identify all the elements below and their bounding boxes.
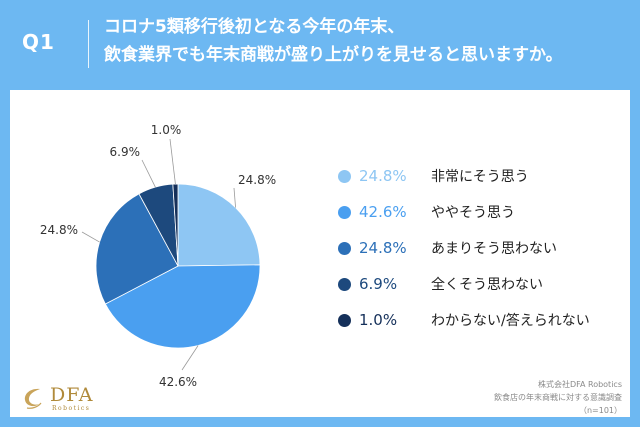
pie-slices xyxy=(95,183,261,349)
question-line-2: 飲食業界でも年末商戦が盛り上がりを見せると思いますか。 xyxy=(104,45,563,65)
slice-value-label: 24.8% xyxy=(238,173,276,187)
legend-item: 42.6% ややそう思う xyxy=(338,202,628,222)
legend-label: 全くそう思わない xyxy=(431,277,543,293)
source-company: 株式会社DFA Robotics xyxy=(537,380,622,389)
leader-lines xyxy=(81,138,236,371)
leader-line xyxy=(141,159,156,188)
legend-swatch xyxy=(338,205,351,219)
logo-swirl-icon xyxy=(24,388,42,409)
question-line-1: コロナ5類移行後初となる今年の年末、 xyxy=(104,17,405,37)
dfa-logo: DFA Robotics xyxy=(22,382,132,416)
slice-value-label: 24.8% xyxy=(40,223,78,237)
legend-percent: 24.8% xyxy=(359,167,407,185)
leader-line xyxy=(169,138,176,185)
question-number: Q1 xyxy=(22,30,55,54)
pie-slice xyxy=(104,264,261,349)
legend-label: わからない/答えられない xyxy=(431,313,590,329)
leader-line xyxy=(181,345,199,371)
legend-percent: 24.8% xyxy=(359,239,407,257)
legend-swatch xyxy=(338,277,351,291)
legend-label: ややそう思う xyxy=(431,205,515,221)
pie-slice xyxy=(177,183,261,267)
logo-wordmark: DFA xyxy=(50,384,94,406)
slice-labels: 24.8% 42.6% 24.8% 6.9% 1.0% xyxy=(40,123,276,389)
header-divider xyxy=(88,20,89,68)
legend-label: 非常にそう思う xyxy=(431,169,529,185)
logo-subtext: Robotics xyxy=(52,405,91,412)
leader-line xyxy=(233,187,236,208)
legend-swatch xyxy=(338,169,351,183)
question-text: コロナ5類移行後初となる今年の年末、 飲食業界でも年末商戦が盛り上がりを見せると… xyxy=(104,13,634,69)
chart-legend: 24.8% 非常にそう思う 42.6% ややそう思う 24.8% あまりそう思わない 6.9… xyxy=(338,166,628,346)
legend-item: 6.9% 全くそう思わない xyxy=(338,274,628,294)
legend-item: 1.0% わからない/答えられない xyxy=(338,310,628,330)
legend-item: 24.8% 非常にそう思う xyxy=(338,166,628,186)
legend-item: 24.8% あまりそう思わない xyxy=(338,238,628,258)
question-header: Q1 コロナ5類移行後初となる今年の年末、 飲食業界でも年末商戦が盛り上がりを見… xyxy=(0,0,640,82)
pie-slice xyxy=(95,193,179,305)
leader-line xyxy=(81,231,100,243)
source-note: 株式会社DFA Robotics 飲食店の年末商戦に対する意識調査 （n=101… xyxy=(494,378,622,417)
legend-swatch xyxy=(338,241,351,255)
slice-value-label: 42.6% xyxy=(159,375,197,389)
legend-percent: 1.0% xyxy=(359,311,398,329)
slice-value-label: 1.0% xyxy=(151,123,182,137)
legend-percent: 42.6% xyxy=(359,203,407,221)
legend-swatch xyxy=(338,313,351,327)
legend-label: あまりそう思わない xyxy=(431,241,557,257)
slice-value-label: 6.9% xyxy=(110,145,141,159)
source-sample: （n=101） xyxy=(578,406,622,415)
source-survey: 飲食店の年末商戦に対する意識調査 xyxy=(494,393,622,402)
legend-percent: 6.9% xyxy=(359,275,398,293)
